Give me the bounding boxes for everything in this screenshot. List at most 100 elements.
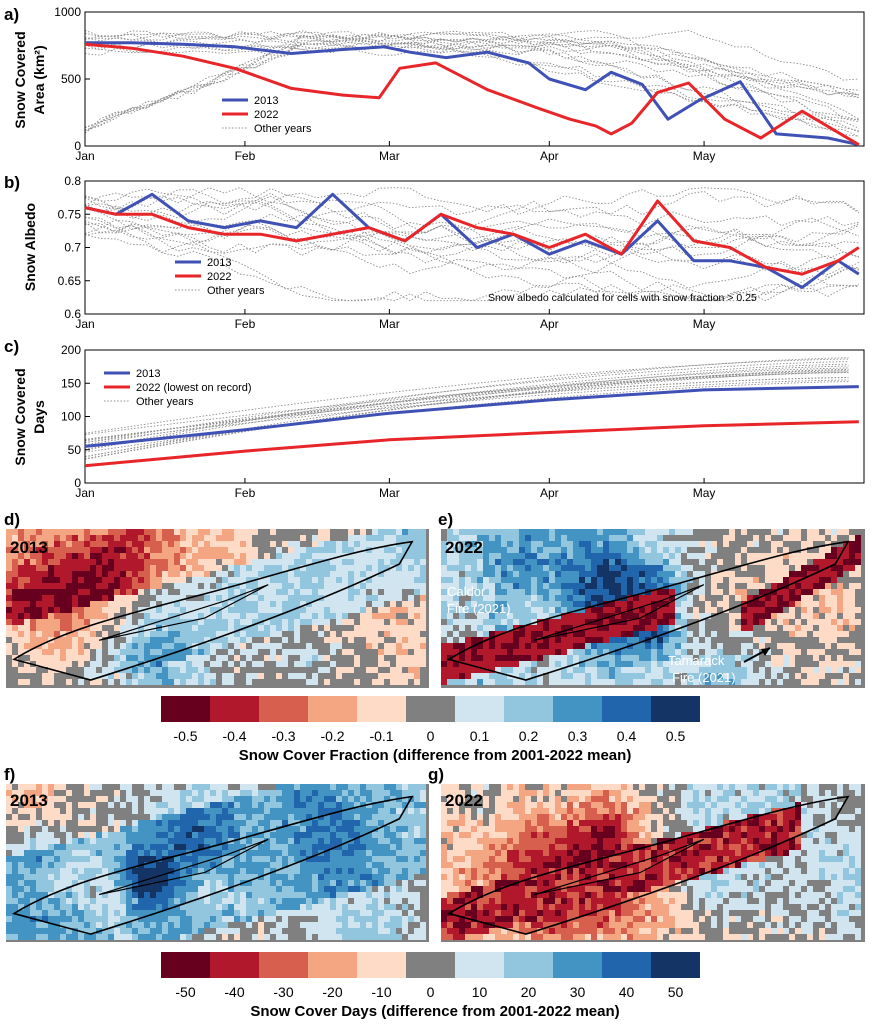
map-cell (300, 595, 306, 601)
map-cell (174, 832, 180, 838)
map-cell (579, 667, 585, 673)
map-cell (96, 607, 102, 613)
map-cell (759, 619, 765, 625)
map-cell (282, 619, 288, 625)
map-cell (693, 661, 699, 667)
map-cell (483, 595, 489, 601)
map-cell (54, 619, 60, 625)
map-cell (324, 844, 330, 850)
map-cell (348, 553, 354, 559)
y-tick-label: 0.8 (64, 174, 81, 188)
map-cell (348, 910, 354, 916)
map-cell (384, 625, 390, 631)
map-cell (258, 850, 264, 856)
map-cell (366, 565, 372, 571)
map-cell (186, 892, 192, 898)
map-cell (489, 601, 495, 607)
map-cell (360, 820, 366, 826)
map-cell (765, 589, 771, 595)
map-cell (330, 880, 336, 886)
map-cell (234, 886, 240, 892)
map-cell (78, 904, 84, 910)
map-cell (180, 904, 186, 910)
map-cell (447, 577, 453, 583)
map-cell (282, 784, 288, 790)
map-cell (366, 796, 372, 802)
map-cell (318, 631, 324, 637)
map-cell (597, 667, 603, 673)
map-cell (753, 607, 759, 613)
map-cell (102, 553, 108, 559)
map-cell (78, 832, 84, 838)
map-cell (318, 571, 324, 577)
map-cell (6, 916, 12, 922)
map-cell (36, 559, 42, 565)
map-cell (150, 679, 156, 685)
map-cell (318, 880, 324, 886)
map-cell (210, 625, 216, 631)
map-cell (477, 637, 483, 643)
map-cell (168, 655, 174, 661)
map-cell (84, 928, 90, 934)
map-cell (60, 916, 66, 922)
map-cell (651, 589, 657, 595)
map-cell (120, 571, 126, 577)
map-cell (222, 922, 228, 928)
map-cell (198, 619, 204, 625)
map-cell (336, 922, 342, 928)
map-cell (42, 844, 48, 850)
map-cell (66, 547, 72, 553)
map-cell (294, 886, 300, 892)
map-cell (609, 529, 615, 535)
map-cell (234, 802, 240, 808)
map-cell (90, 838, 96, 844)
map-cell (108, 862, 114, 868)
map-cell (282, 649, 288, 655)
map-cell (102, 922, 108, 928)
map-cell (447, 637, 453, 643)
map-cell (192, 850, 198, 856)
map-cell (807, 679, 813, 685)
map-cell (711, 547, 717, 553)
map-cell (447, 625, 453, 631)
map-cell (204, 631, 210, 637)
map-cell (360, 529, 366, 535)
map-cell (555, 601, 561, 607)
map-cell (483, 559, 489, 565)
map-cell (168, 625, 174, 631)
map-cell (156, 880, 162, 886)
map-cell (390, 910, 396, 916)
map-cell (627, 613, 633, 619)
map-cell (408, 673, 414, 679)
map-cell (306, 607, 312, 613)
map-cell (6, 904, 12, 910)
map-cell (501, 649, 507, 655)
map-cell (651, 541, 657, 547)
map-cell (855, 535, 861, 541)
map-cell (390, 595, 396, 601)
map-cell (753, 790, 759, 796)
map-cell (114, 874, 120, 880)
map-cell (378, 661, 384, 667)
map-cell (396, 886, 402, 892)
map-cell (186, 934, 192, 940)
map-cell (48, 535, 54, 541)
map-cell (156, 637, 162, 643)
map-cell (420, 553, 426, 559)
map-cell (186, 619, 192, 625)
map-cell (390, 679, 396, 685)
map-cell (108, 667, 114, 673)
map-cell (180, 613, 186, 619)
map-cell (663, 607, 669, 613)
map-cell (789, 583, 795, 589)
map-cell (60, 595, 66, 601)
map-cell (366, 595, 372, 601)
map-cell (312, 862, 318, 868)
map-cell (573, 595, 579, 601)
map-cell (264, 832, 270, 838)
map-cell (765, 619, 771, 625)
map-cell (471, 589, 477, 595)
map-cell (471, 595, 477, 601)
map-cell (723, 541, 729, 547)
map-cell (318, 928, 324, 934)
